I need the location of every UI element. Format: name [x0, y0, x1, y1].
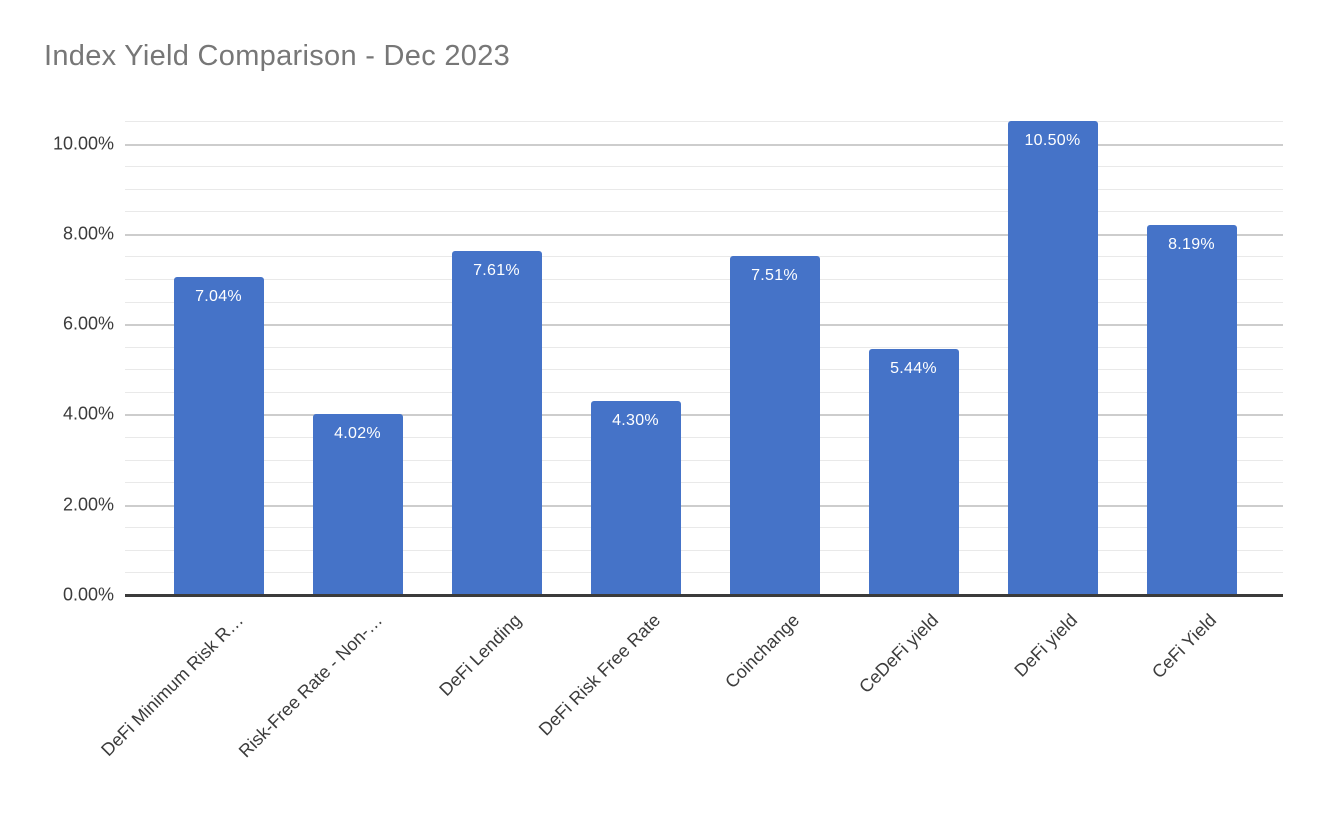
gridline-minor: [125, 482, 1283, 484]
x-axis-category-label: DeFi Lending: [435, 610, 526, 700]
bar-slot: 5.44%: [844, 121, 983, 595]
bar[interactable]: 7.04%: [173, 277, 264, 595]
y-axis-tick-label: 0.00%: [62, 584, 114, 605]
bar-slot: 7.61%: [427, 121, 566, 595]
bars-layer: 7.04% 4.02% 7.61% 4.30% 7.51% 5.44% 10.50% 8.19…: [149, 121, 1261, 595]
gridline-minor: [125, 256, 1283, 258]
bar-value-label: 7.51%: [751, 266, 798, 284]
x-axis-category-label: DeFi Minimum Risk R…: [97, 610, 248, 760]
bar-value-label: 7.61%: [473, 262, 520, 280]
bar-slot: 7.04%: [149, 121, 288, 595]
x-axis-line: [125, 594, 1283, 597]
bar-slot: 4.02%: [288, 121, 427, 595]
gridline-minor: [125, 437, 1283, 438]
bar[interactable]: 8.19%: [1146, 225, 1237, 595]
gridline-minor: [125, 391, 1283, 393]
y-axis-tick-label: 8.00%: [62, 223, 114, 244]
chart-title: Index Yield Comparison - Dec 2023: [44, 40, 511, 72]
x-axis-category-label: Coinchange: [721, 610, 804, 693]
y-axis-tick-label: 10.00%: [52, 133, 114, 154]
bar[interactable]: 4.02%: [312, 413, 403, 595]
bar-value-label: 7.04%: [195, 288, 242, 306]
bar[interactable]: 4.30%: [590, 400, 681, 595]
gridline-minor: [125, 166, 1283, 168]
bar-slot: 7.51%: [705, 121, 844, 595]
gridline-minor: [125, 188, 1283, 190]
bar-value-label: 8.19%: [1168, 236, 1215, 254]
x-axis-category-label: CeFi Yield: [1148, 610, 1221, 683]
y-axis-tick-label: 6.00%: [62, 313, 114, 334]
gridline-minor: [125, 572, 1283, 574]
bar-slot: 4.30%: [566, 121, 705, 595]
gridlines-layer: [125, 121, 1283, 595]
gridline-minor: [125, 459, 1283, 461]
x-axis-category-label: DeFi Risk Free Rate: [535, 610, 665, 740]
bar[interactable]: 5.44%: [868, 349, 959, 595]
gridline-major: [125, 504, 1283, 507]
gridline-minor: [125, 369, 1283, 371]
bar-value-label: 4.30%: [612, 411, 659, 429]
gridline-minor: [125, 301, 1283, 303]
gridline-minor: [125, 278, 1283, 280]
x-axis-category-label: CeDeFi yield: [855, 610, 943, 698]
gridline-minor: [125, 211, 1283, 213]
x-axis-category-label: DeFi yield: [1010, 610, 1082, 681]
bar-value-label: 4.02%: [334, 424, 381, 442]
bar[interactable]: 7.61%: [451, 251, 542, 595]
gridline-major: [125, 233, 1283, 236]
y-axis-tick-label: 4.00%: [62, 403, 114, 424]
plot-area: 7.04% 4.02% 7.61% 4.30% 7.51% 5.44% 10.50% 8.19…: [125, 121, 1283, 597]
y-axis-tick-label: 2.00%: [62, 494, 114, 515]
bar-slot: 8.19%: [1122, 121, 1261, 595]
gridline-major: [125, 143, 1283, 146]
bar[interactable]: 10.50%: [1007, 121, 1098, 595]
x-axis-category-label: Risk-Free Rate - Non-…: [235, 610, 387, 762]
gridline-minor: [125, 346, 1283, 348]
bar-value-label: 10.50%: [1024, 132, 1081, 149]
gridline-minor: [125, 121, 1283, 122]
gridline-minor: [125, 549, 1283, 551]
gridline-major: [125, 414, 1283, 417]
bar[interactable]: 7.51%: [729, 255, 820, 595]
gridline-major: [125, 324, 1283, 327]
bar-slot: 10.50%: [983, 121, 1122, 595]
gridline-minor: [125, 527, 1283, 529]
bar-value-label: 5.44%: [890, 360, 937, 378]
